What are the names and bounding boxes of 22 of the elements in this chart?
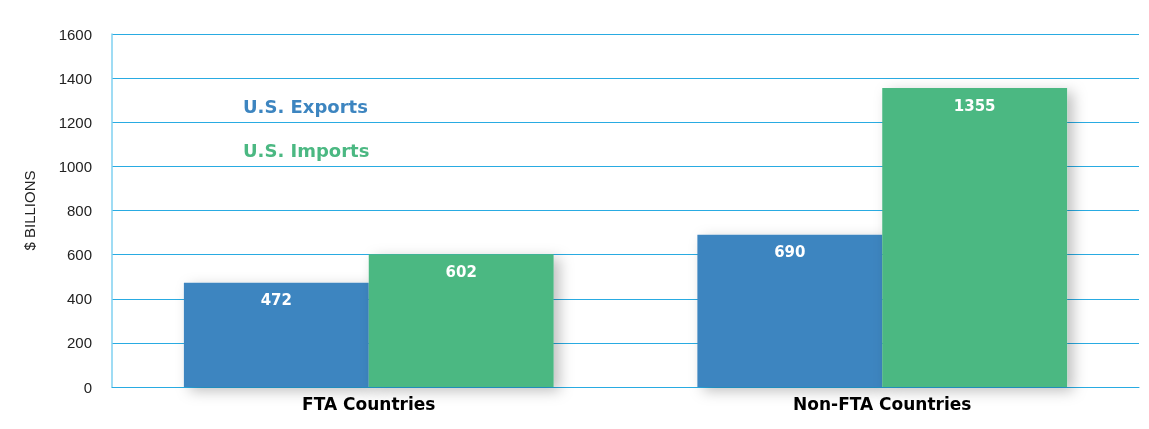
- data-label: 602: [445, 262, 477, 281]
- y-tick-label: 200: [66, 334, 92, 352]
- text: U.S. Imports: [243, 139, 370, 161]
- bar: [368, 254, 554, 387]
- y-tick-label: 1000: [58, 157, 92, 175]
- text: U.S. Exports: [243, 95, 368, 117]
- x-tick-label: Non-FTA Countries: [793, 393, 972, 414]
- data-label: 1355: [953, 96, 996, 115]
- x-tick-label: FTA Countries: [302, 393, 436, 414]
- y-tick-label: 800: [66, 202, 92, 219]
- y-tick-label: 1400: [58, 69, 92, 87]
- bar: [697, 234, 883, 387]
- bar: [183, 282, 369, 387]
- y-axis-title: $ BILLIONS: [21, 170, 38, 251]
- bar: [882, 88, 1068, 387]
- data-label: 472: [260, 291, 292, 310]
- y-tick-label: 400: [66, 290, 92, 308]
- y-tick-label: 1200: [58, 113, 92, 131]
- y-tick-label: 1600: [58, 25, 92, 43]
- y-tick-label: 600: [66, 246, 92, 264]
- y-tick-label: 0: [83, 378, 92, 396]
- data-label: 690: [774, 243, 806, 262]
